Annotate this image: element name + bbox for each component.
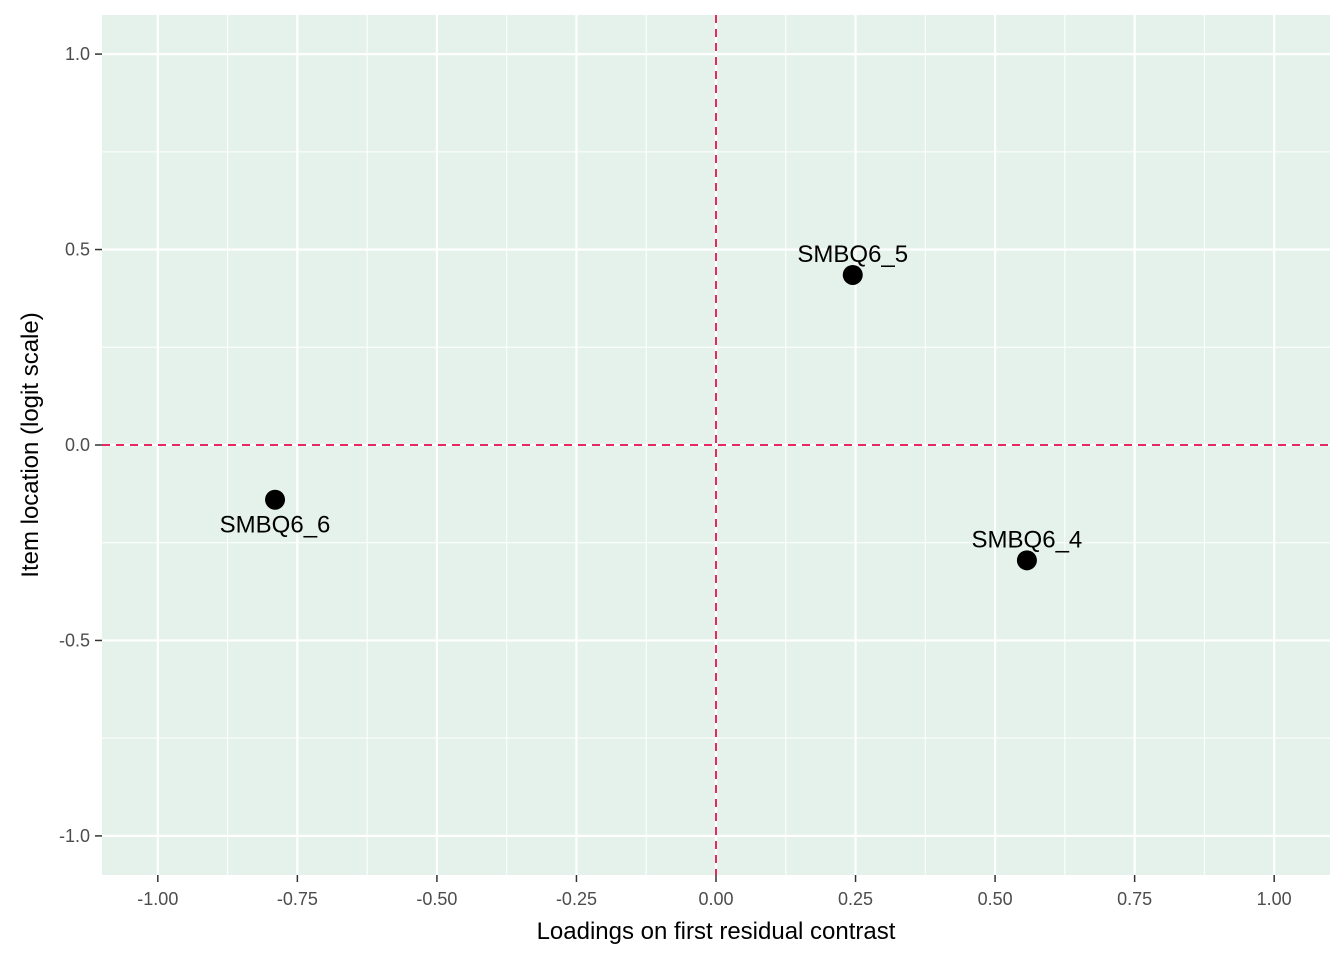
x-tick-label: -1.00 [137, 889, 178, 909]
point-label: SMBQ6_4 [972, 526, 1083, 553]
x-tick-label: 1.00 [1257, 889, 1292, 909]
y-axis: -1.0 -0.5 0.0 0.5 1.0 [59, 44, 102, 846]
x-tick-label: -0.50 [416, 889, 457, 909]
reference-lines [102, 15, 1330, 875]
data-point [842, 264, 863, 285]
point-label: SMBQ6_5 [797, 241, 908, 268]
point-label: SMBQ6_6 [220, 512, 331, 539]
y-tick-label: 0.0 [65, 435, 90, 455]
x-axis-title: Loadings on first residual contrast [537, 918, 896, 945]
y-tick-label: -1.0 [59, 826, 90, 846]
x-tick-label: 0.00 [698, 889, 733, 909]
x-axis: -1.00 -0.75 -0.50 -0.25 0.00 0.25 0.50 0.75 1.00 [137, 875, 1292, 909]
x-tick-label: -0.75 [277, 889, 318, 909]
major-grid [102, 15, 1330, 875]
x-tick-label: -0.25 [556, 889, 597, 909]
y-tick-label: 0.5 [65, 240, 90, 260]
data-points: SMBQ6_5 SMBQ6_6 SMBQ6_4 [220, 241, 1083, 571]
x-tick-label: 0.75 [1117, 889, 1152, 909]
x-tick-label: 0.50 [978, 889, 1013, 909]
y-axis-title: Item location (logit scale) [17, 312, 44, 577]
data-point [265, 489, 286, 510]
y-tick-label: -0.5 [59, 630, 90, 650]
x-tick-label: 0.25 [838, 889, 873, 909]
y-tick-label: 1.0 [65, 44, 90, 64]
data-point [1016, 550, 1037, 571]
